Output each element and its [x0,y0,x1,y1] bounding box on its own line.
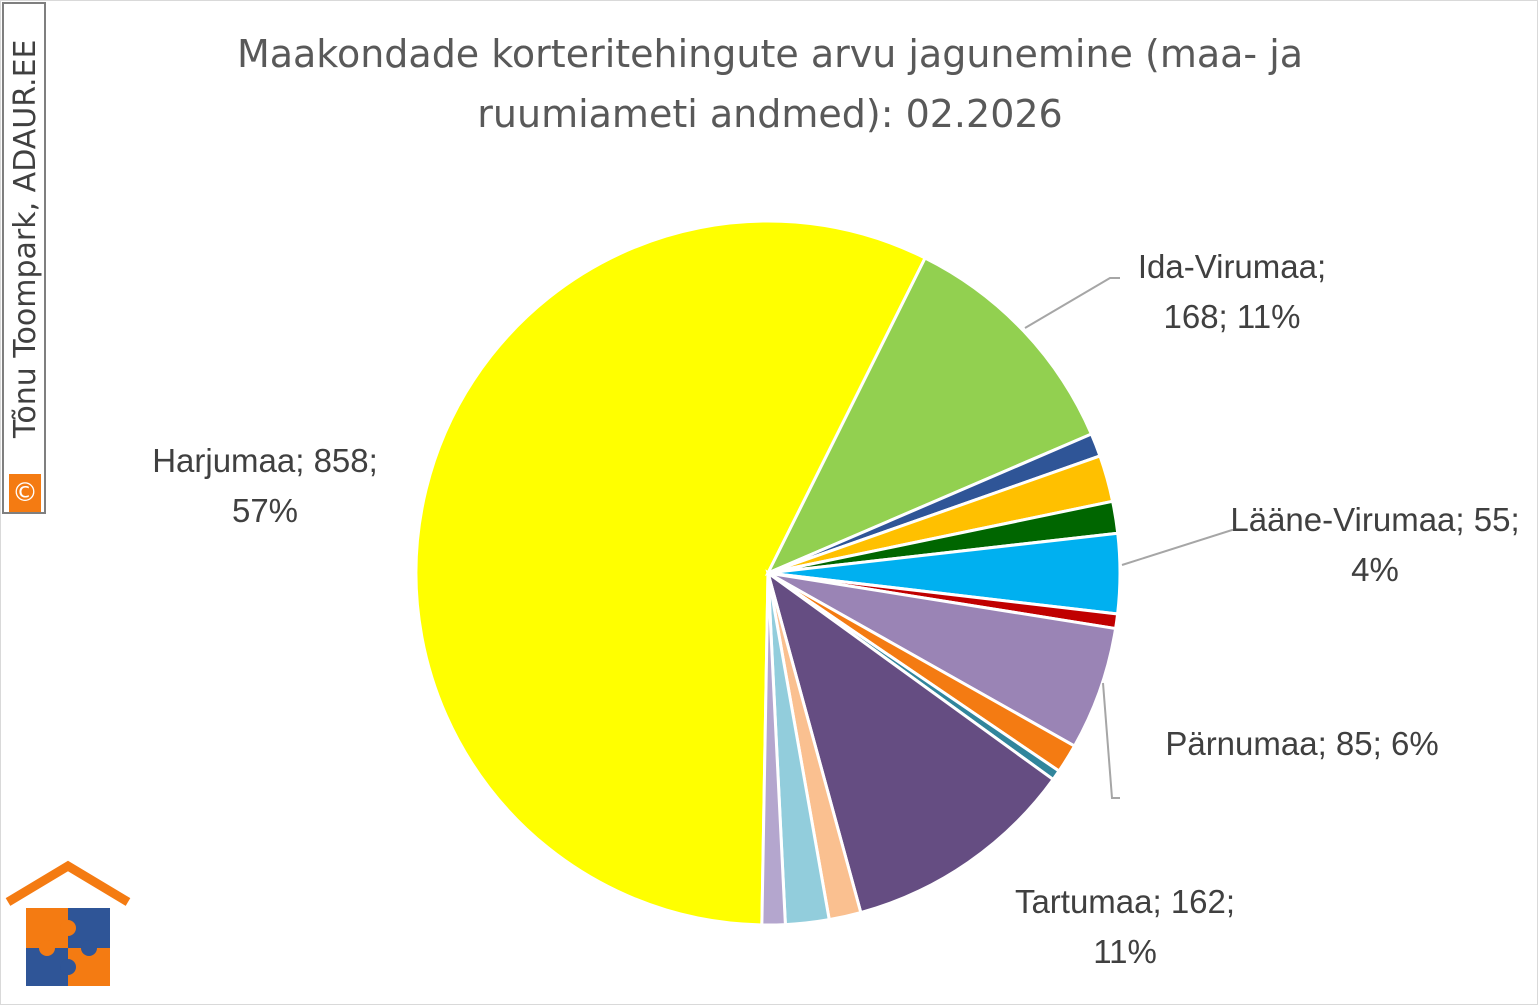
leader-line [1024,277,1120,329]
data-label: Ida-Virumaa; 168; 11% [1137,248,1327,335]
pie-slice [767,571,1118,749]
pie-slice [414,219,928,927]
pie-slice [760,572,787,927]
pie-slice [764,255,1094,576]
watermark-text: Tõnu Toompark, ADAUR.EE [8,39,43,438]
data-label: Pärnumaa; 85; 6% [1165,725,1439,762]
data-label: Lääne-Virumaa; 55; 4% [1230,501,1520,588]
data-label: Harjumaa; 858; 57% [152,442,378,529]
logo [5,860,131,986]
leader-line [1121,529,1240,566]
leader-line [1102,682,1120,799]
watermark-symbol: © [9,474,41,512]
data-label: Tartumaa; 162; 11% [1014,883,1236,970]
pie-slice [765,569,1056,915]
watermark: Tõnu Toompark, ADAUR.EE © [2,2,46,514]
pie [414,219,1122,927]
chart-title: Maakondade korteritehingute arvu jagunem… [236,32,1304,136]
